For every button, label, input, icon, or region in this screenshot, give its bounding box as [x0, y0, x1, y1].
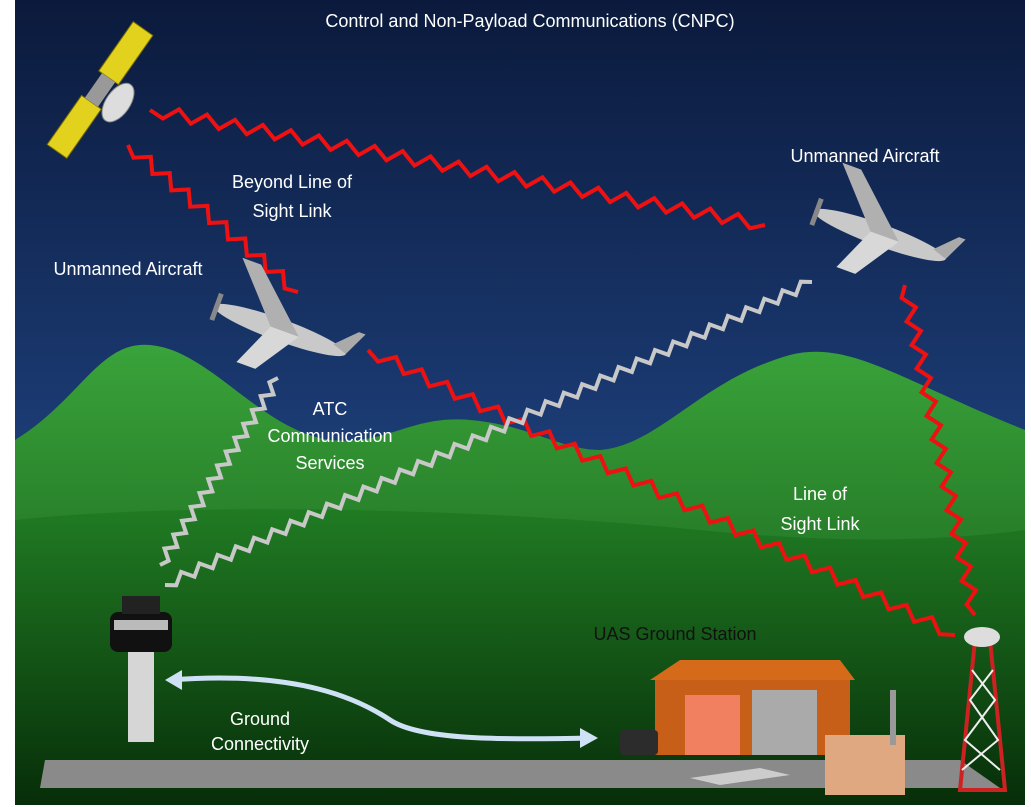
label: Sight Link	[780, 514, 860, 534]
diagram: Control and Non-Payload Communications (…	[0, 0, 1031, 807]
label: Beyond Line of	[232, 172, 353, 192]
label: Sight Link	[252, 201, 332, 221]
label: UAS Ground Station	[593, 624, 756, 644]
label: Services	[295, 453, 364, 473]
label: Ground	[230, 709, 290, 729]
label: ATC	[313, 399, 348, 419]
label: Communication	[267, 426, 392, 446]
label: Line of	[793, 484, 848, 504]
label: Unmanned Aircraft	[53, 259, 202, 279]
label: Connectivity	[211, 734, 309, 754]
title: Control and Non-Payload Communications (…	[325, 11, 734, 31]
label: Unmanned Aircraft	[790, 146, 939, 166]
